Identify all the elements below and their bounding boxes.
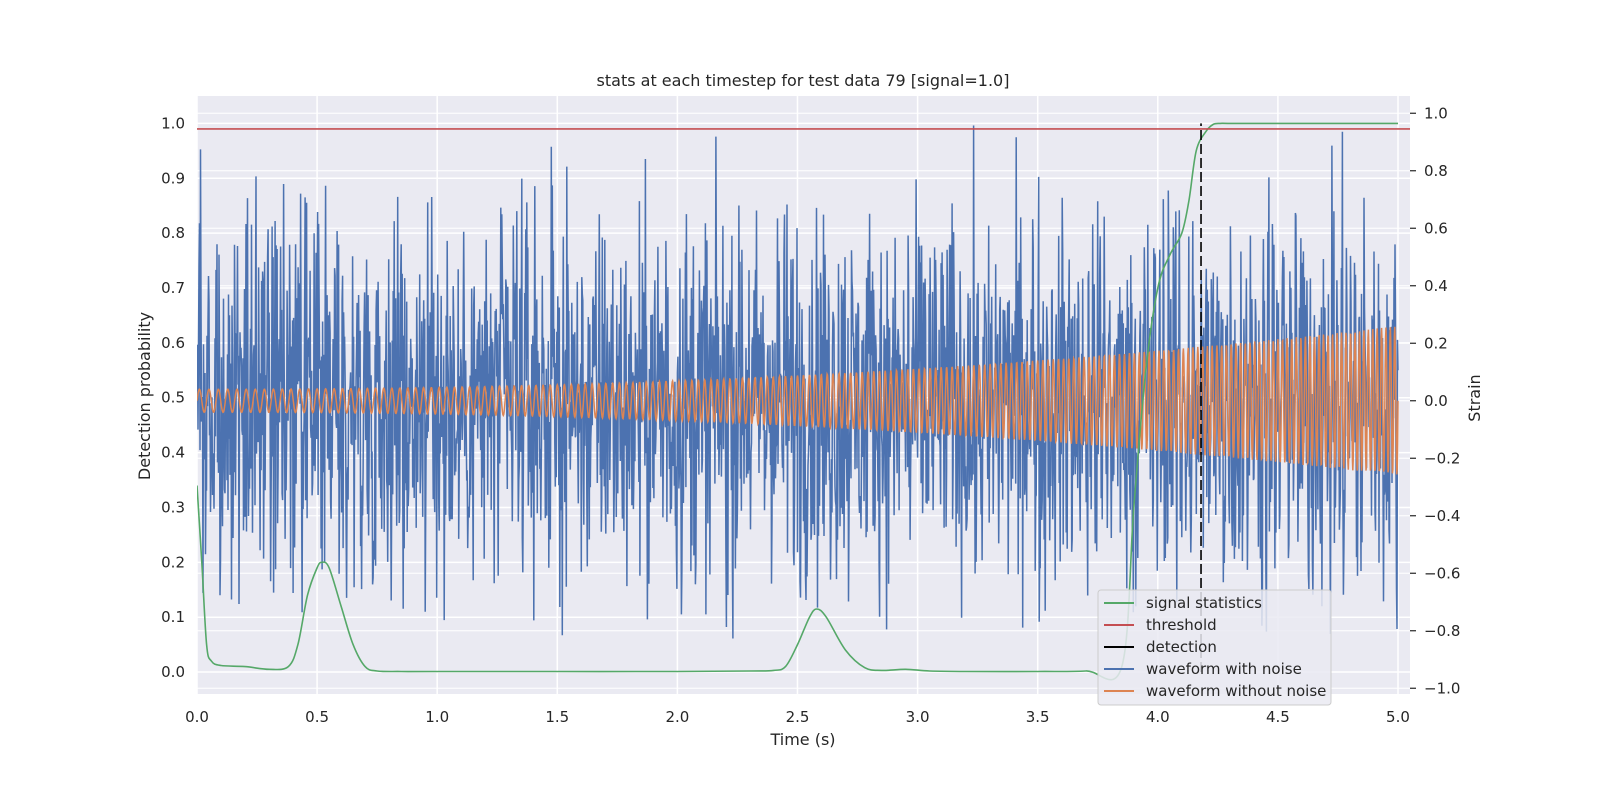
chart-title: stats at each timestep for test data 79 …: [597, 71, 1010, 90]
x-tick-label: 2.0: [665, 708, 689, 726]
x-tick-label: 4.5: [1266, 708, 1290, 726]
y-left-tick-label: 0.4: [161, 444, 185, 462]
y-right-tick-label: −1.0: [1424, 679, 1460, 697]
y-left-tick-label: 0.5: [161, 389, 185, 407]
y-left-tick-label: 0.3: [161, 498, 185, 516]
legend-label: detection: [1146, 638, 1217, 656]
y-left-tick-label: 0.0: [161, 663, 185, 681]
x-tick-label: 3.5: [1026, 708, 1050, 726]
y-left-axis-ticks: 0.0 0.1 0.2 0.3 0.4 0.5 0.6 0.7 0.8 0.9 1.0: [161, 114, 185, 681]
x-tick-label: 2.5: [786, 708, 810, 726]
y-right-tick-label: 0.2: [1424, 334, 1448, 352]
x-tick-label: 5.0: [1386, 708, 1410, 726]
y-left-tick-label: 0.1: [161, 608, 185, 626]
x-tick-label: 0.0: [185, 708, 209, 726]
y-right-tick-label: 0.0: [1424, 392, 1448, 410]
y-right-tick-label: 0.4: [1424, 277, 1448, 295]
legend-label: signal statistics: [1146, 594, 1262, 612]
y-left-axis-label: Detection probability: [135, 312, 154, 480]
legend-box: [1097, 589, 1332, 706]
y-right-tick-label: −0.2: [1424, 449, 1460, 467]
y-right-axis-ticks: −1.0 −0.8 −0.6 −0.4 −0.2 0.0 0.2 0.4 0.6 0.8 1.0: [1410, 104, 1460, 697]
legend-label: waveform without noise: [1146, 682, 1326, 700]
y-left-tick-label: 0.6: [161, 334, 185, 352]
series-waveform-without-noise: [197, 326, 1399, 475]
y-right-axis-label: Strain: [1465, 374, 1484, 421]
y-right-tick-label: −0.4: [1424, 507, 1460, 525]
y-right-tick-label: 0.8: [1424, 162, 1448, 180]
x-tick-label: 3.0: [906, 708, 930, 726]
x-tick-label: 0.5: [305, 708, 329, 726]
x-tick-label: 1.0: [425, 708, 449, 726]
y-right-tick-label: 0.6: [1424, 219, 1448, 237]
x-tick-label: 4.0: [1146, 708, 1170, 726]
y-left-tick-label: 0.2: [161, 553, 185, 571]
series-waveform-with-noise: [197, 125, 1399, 639]
y-left-tick-label: 0.9: [161, 169, 185, 187]
y-left-tick-label: 0.8: [161, 224, 185, 242]
series-signal-statistics: [197, 122, 1398, 681]
legend-label: threshold: [1146, 616, 1217, 634]
y-right-tick-label: −0.8: [1424, 622, 1460, 640]
y-left-tick-label: 1.0: [161, 114, 185, 132]
legend: signal statistics threshold detection wavef…: [1097, 589, 1332, 706]
x-axis-ticks: 0.0 0.5 1.0 1.5 2.0 2.5 3.0 3.5 4.0 4.5 5.0: [185, 708, 1410, 726]
x-tick-label: 1.5: [545, 708, 569, 726]
legend-label: waveform with noise: [1146, 660, 1302, 678]
x-axis-label: Time (s): [769, 730, 835, 749]
y-right-tick-label: 1.0: [1424, 104, 1448, 122]
y-right-tick-label: −0.6: [1424, 564, 1460, 582]
y-left-tick-label: 0.7: [161, 279, 185, 297]
